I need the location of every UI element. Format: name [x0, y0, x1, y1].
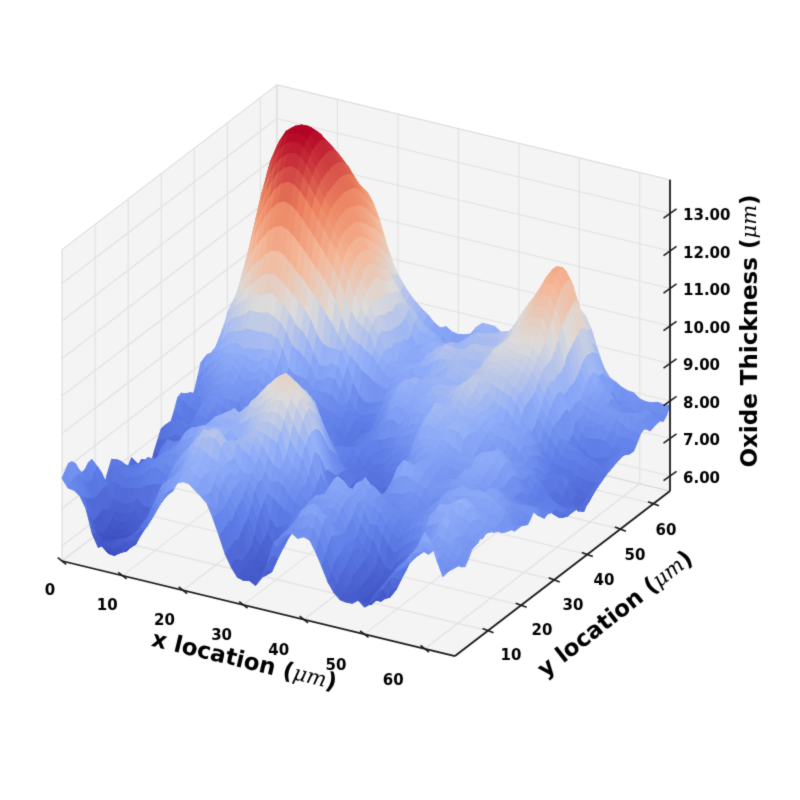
3d-surface-figure [0, 0, 800, 800]
surface3d-canvas [0, 0, 800, 800]
